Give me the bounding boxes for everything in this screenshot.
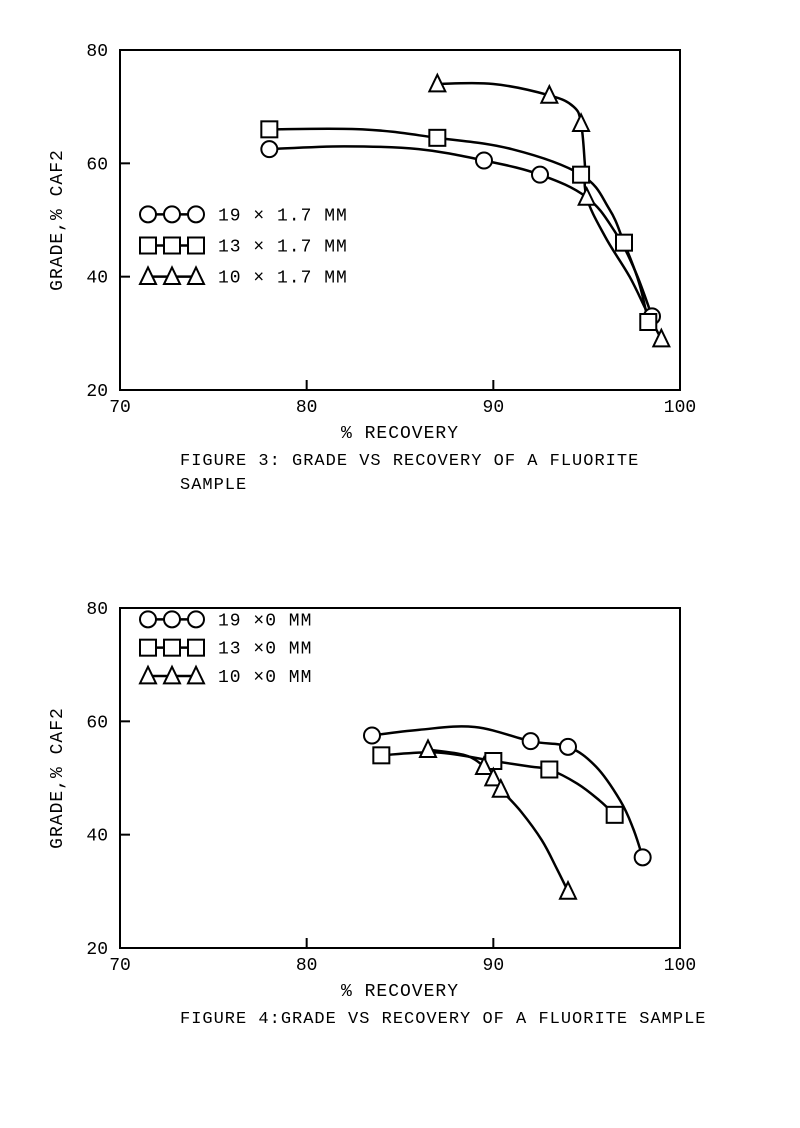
xtick-label: 90	[483, 398, 505, 418]
figure-fig3: 70 80 90 100 20 40 60 80 % RECOVERY GRADE,% CAF2 1…	[0, 20, 800, 498]
xtick-label: 100	[664, 398, 696, 418]
x-axis-label: % RECOVERY	[341, 424, 459, 444]
xtick-label: 80	[296, 398, 318, 418]
chart-fig3: 70 80 90 100 20 40 60 80 % RECOVERY GRADE,% CAF2 1…	[0, 20, 720, 450]
figure-caption: FIGURE 4:GRADE VS RECOVERY OF A FLUORITE…	[180, 1008, 740, 1032]
x-axis-label: % RECOVERY	[341, 982, 459, 1002]
series-line-s10	[437, 83, 661, 339]
legend-label: 10 ×0 MM	[218, 668, 312, 688]
ytick-label: 80	[86, 42, 108, 62]
xtick-label: 70	[109, 398, 131, 418]
ytick-label: 40	[86, 826, 108, 846]
ytick-label: 40	[86, 269, 108, 289]
ytick-label: 20	[86, 382, 108, 402]
ytick-label: 20	[86, 940, 108, 960]
xtick-label: 80	[296, 956, 318, 976]
series-line-s19	[269, 146, 652, 316]
legend-label: 19 ×0 MM	[218, 611, 312, 631]
xtick-label: 90	[483, 956, 505, 976]
ytick-label: 60	[86, 155, 108, 175]
xtick-label: 100	[664, 956, 696, 976]
xtick-label: 70	[109, 956, 131, 976]
figure-fig4: 70 80 90 100 20 40 60 80 % RECOVERY GRADE,% CAF2 1…	[0, 578, 800, 1032]
ytick-label: 80	[86, 600, 108, 620]
figure-caption: FIGURE 3: GRADE VS RECOVERY OF A FLUORIT…	[180, 450, 740, 498]
y-axis-label: GRADE,% CAF2	[48, 707, 68, 849]
y-axis-label: GRADE,% CAF2	[48, 149, 68, 291]
legend-label: 13 ×0 MM	[218, 639, 312, 659]
chart-fig4: 70 80 90 100 20 40 60 80 % RECOVERY GRADE,% CAF2 1…	[0, 578, 720, 1008]
legend-label: 19 × 1.7 MM	[218, 206, 348, 226]
legend-label: 13 × 1.7 MM	[218, 238, 348, 258]
ytick-label: 60	[86, 713, 108, 733]
legend-label: 10 × 1.7 MM	[218, 269, 348, 289]
